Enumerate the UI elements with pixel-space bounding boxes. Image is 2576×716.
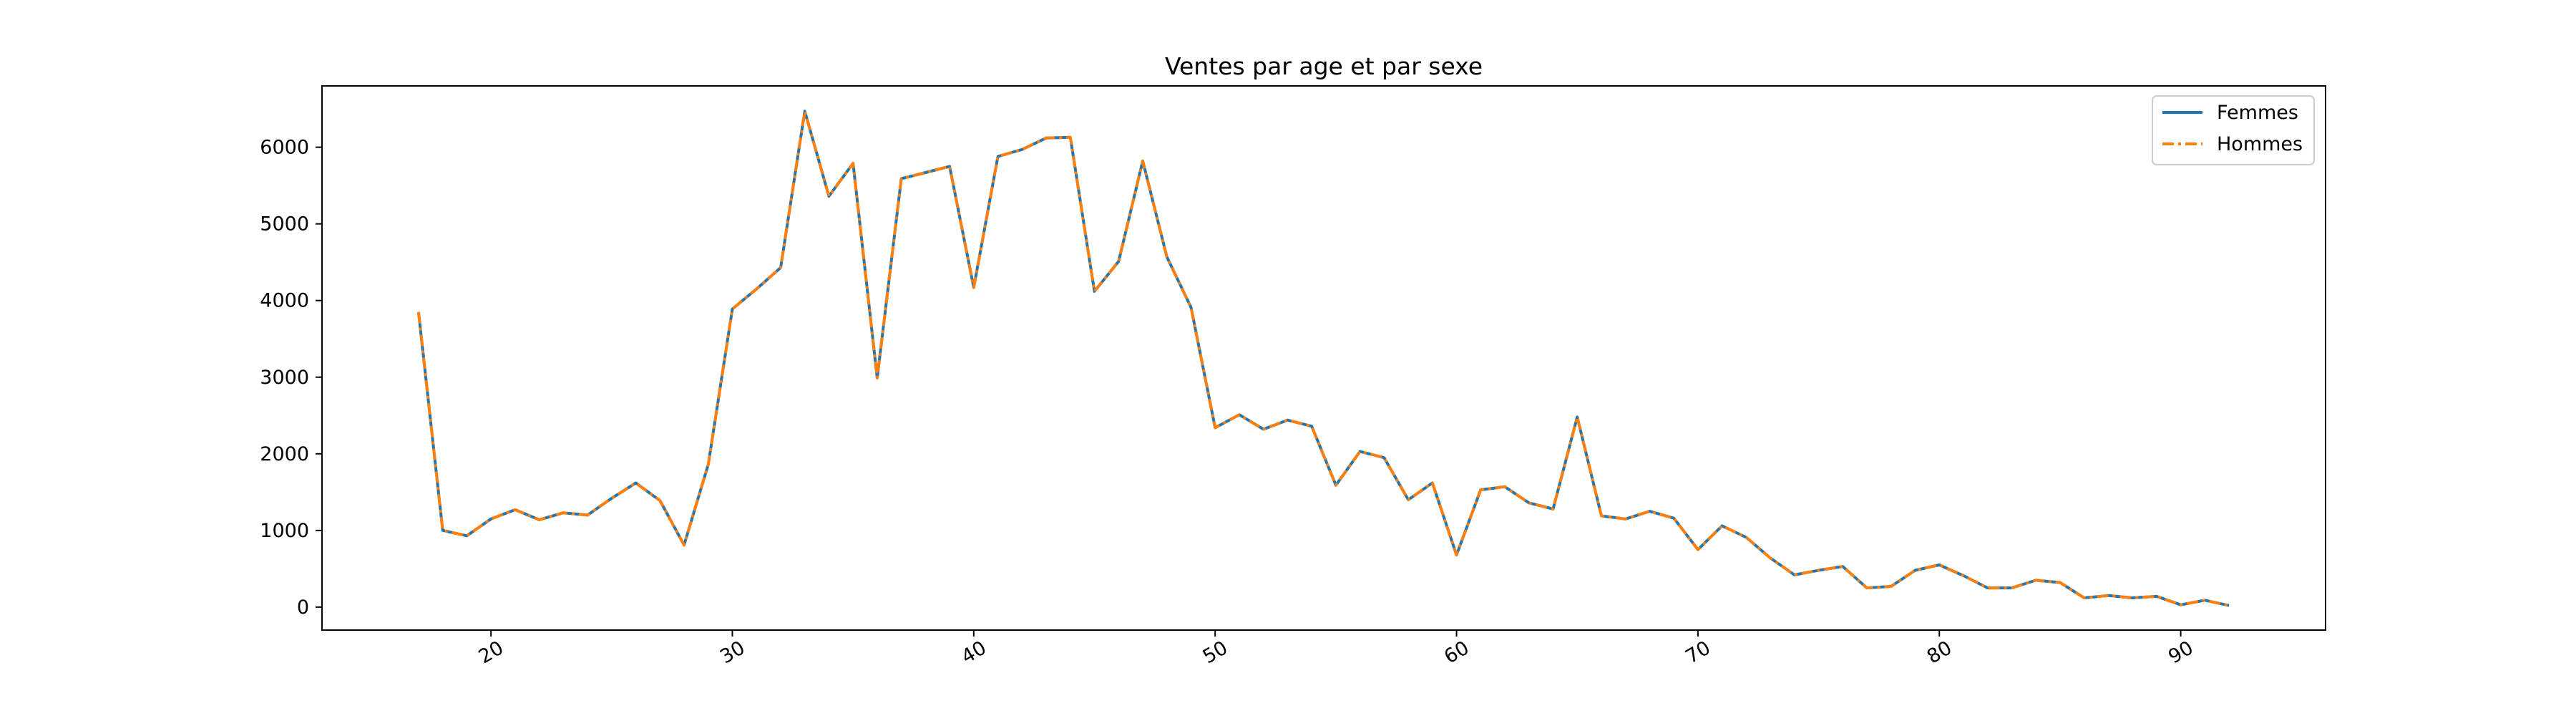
chart-title: Ventes par age et par sexe xyxy=(1165,52,1483,80)
legend: Femmes Hommes xyxy=(2152,95,2315,165)
plot-frame xyxy=(321,85,2326,631)
y-axis: 0 1000 2000 3000 4000 5000 6000 xyxy=(260,137,322,619)
legend-label-hommes: Hommes xyxy=(2217,133,2303,155)
y-tick-label: 0 xyxy=(297,596,309,619)
legend-label-femmes: Femmes xyxy=(2217,102,2298,124)
y-tick-label: 4000 xyxy=(260,290,309,312)
series-layer xyxy=(416,110,2230,607)
y-tick-label: 3000 xyxy=(260,367,309,389)
y-tick-label: 5000 xyxy=(260,213,309,236)
series-line-hommes xyxy=(416,110,2230,607)
y-tick-label: 6000 xyxy=(260,137,309,159)
y-tick-label: 2000 xyxy=(260,443,309,465)
y-tick-label: 1000 xyxy=(260,520,309,542)
